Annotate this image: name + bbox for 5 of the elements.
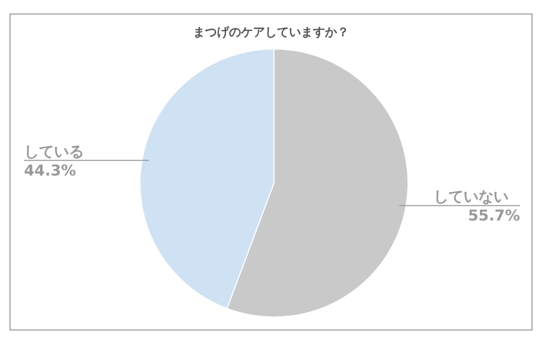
slice-label: している <box>24 142 84 160</box>
data-label: 55.7% <box>468 206 520 225</box>
slice-label: していない <box>433 188 508 206</box>
data-label: 44.3% <box>24 161 76 180</box>
chart-title: まつげのケアしていますか？ <box>193 25 349 39</box>
